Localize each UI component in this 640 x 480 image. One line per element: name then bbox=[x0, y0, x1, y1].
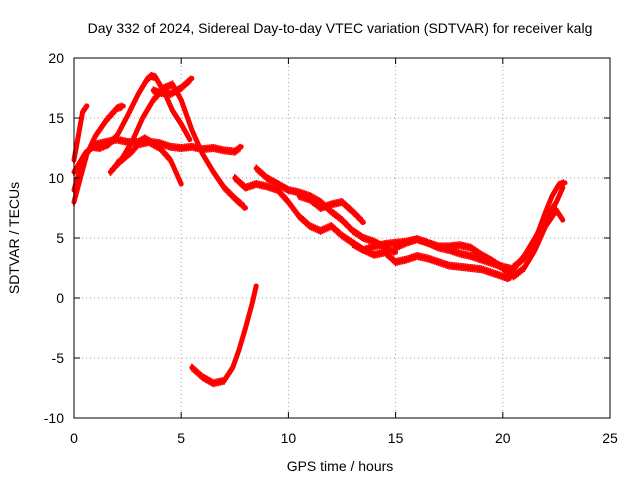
y-tick-label: -5 bbox=[52, 350, 65, 366]
x-tick-label: 0 bbox=[70, 430, 78, 446]
series-arc-g bbox=[150, 75, 195, 98]
series-arc-a bbox=[71, 103, 90, 164]
y-tick-label: 20 bbox=[48, 50, 64, 66]
y-tick-label: 10 bbox=[48, 170, 64, 186]
y-tick-label: 5 bbox=[56, 230, 64, 246]
y-tick-label: -10 bbox=[44, 410, 64, 426]
series-arc-f bbox=[114, 138, 184, 187]
x-tick-label: 15 bbox=[388, 430, 404, 446]
tick-labels: 0 5 10 15 20 25 -10 -5 0 5 10 15 20 bbox=[44, 50, 618, 446]
x-tick-label: 5 bbox=[177, 430, 185, 446]
y-axis-label: SDTVAR / TECUs bbox=[6, 182, 22, 294]
series-trace bbox=[232, 175, 566, 272]
x-tick-label: 10 bbox=[281, 430, 297, 446]
x-tick-label: 25 bbox=[602, 430, 618, 446]
series-arc-h bbox=[189, 283, 259, 388]
chart-title: Day 332 of 2024, Sidereal Day-to-day VTE… bbox=[88, 20, 593, 36]
x-tick-label: 20 bbox=[495, 430, 511, 446]
x-axis-label: GPS time / hours bbox=[287, 458, 394, 474]
tick-marks bbox=[73, 57, 611, 419]
series-arc-n bbox=[511, 179, 568, 271]
series-arc-m bbox=[393, 206, 566, 281]
series-markers bbox=[71, 72, 568, 388]
y-tick-label: 0 bbox=[56, 290, 64, 306]
y-tick-label: 15 bbox=[48, 110, 64, 126]
series-arc-k bbox=[296, 192, 366, 226]
series-arc-d bbox=[71, 134, 244, 176]
series-trace bbox=[189, 283, 259, 386]
